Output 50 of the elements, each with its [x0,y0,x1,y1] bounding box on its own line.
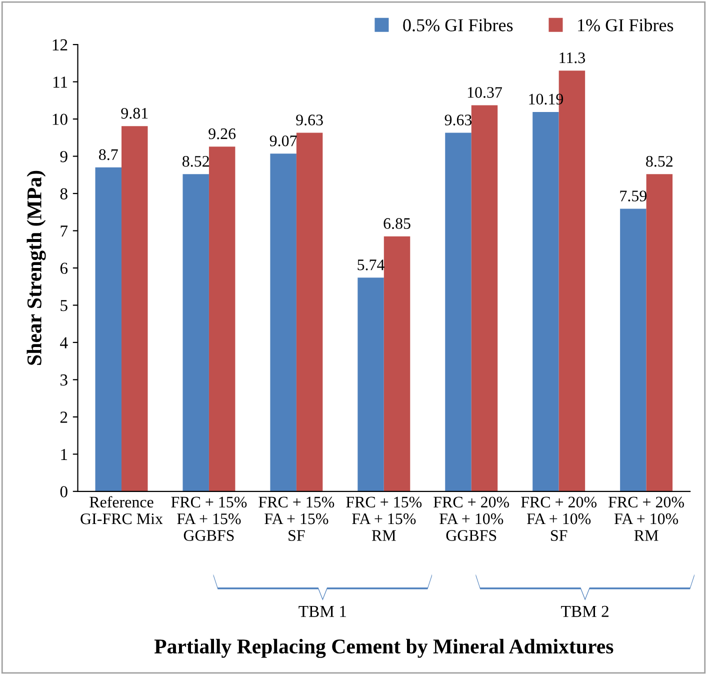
y-tick-label: 6 [60,262,68,274]
x-tick-label: FRC + 15% FA + 15% SF [258,496,334,541]
x-tick-label: Reference GI-FRC Mix [80,496,163,524]
y-tick-label: 1 [61,448,68,460]
data-label: 9.26 [208,128,236,140]
bar [620,208,646,492]
y-tick-label: 12 [52,39,68,50]
legend-label: 0.5% GI Fibres [403,18,513,32]
y-tick-label: 8 [60,188,68,200]
data-label: 10.37 [468,87,502,98]
y-axis-title: Shear Strength (MPa) [26,170,46,365]
x-tick-label: FRC + 20% FA + 10% RM [608,496,684,541]
text: TBM 2 [561,606,608,617]
legend-label: 1% GI Fibres [578,18,674,32]
bar [122,126,148,492]
y-tick-label: 5 [60,300,68,312]
y-tick-label: 0 [60,486,68,498]
bar [95,167,122,492]
data-label: 9.63 [444,114,472,126]
y-tick-label: 11 [53,76,68,88]
x-tick-label: FRC + 20% FA + 10% GGBFS [434,496,510,541]
data-label: 7.59 [620,190,646,202]
y-tick-label: 3 [60,374,68,386]
y-tick-label: 2 [60,412,68,423]
x-tick-label: FRC + 20% FA + 10% SF [521,496,597,541]
data-label: 11.3 [560,52,586,64]
bar [471,105,498,492]
data-label: 8.7 [99,149,118,160]
y-tick-label: 4 [60,337,68,348]
bar [208,146,236,492]
bar [445,132,472,492]
bar [182,174,209,492]
bar [384,236,410,492]
data-label: 9.81 [121,108,148,119]
y-tick-label: 10 [52,114,68,125]
bar [270,154,296,492]
x-tick-label: FRC + 15% FA + 15% RM [346,496,422,541]
data-label: 8.52 [646,156,673,167]
data-label: 9.63 [296,114,323,126]
x-axis-title: Partially Replacing Cement by Mineral Admixtures [154,638,614,658]
x-tick-label: FRC + 15% FA + 15% GGBFS [171,496,247,541]
bar [646,174,673,492]
text: TBM 1 [298,606,346,617]
y-tick-label: 7 [60,226,68,237]
bar [296,132,323,492]
data-label: 8.52 [182,156,209,167]
bar [358,278,384,492]
y-tick-label: 9 [60,151,68,162]
data-label: 6.85 [384,218,410,229]
bar [532,112,559,492]
